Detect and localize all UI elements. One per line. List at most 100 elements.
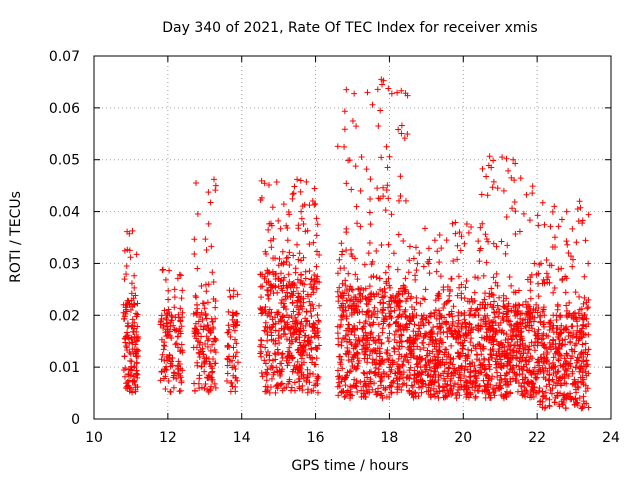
data-point: [306, 352, 313, 359]
data-point: [436, 343, 443, 350]
data-point: [264, 331, 271, 338]
data-point: [488, 351, 495, 358]
data-point: [274, 346, 281, 353]
data-point: [459, 350, 466, 357]
data-point: [312, 344, 319, 351]
data-point: [421, 363, 428, 370]
data-point: [542, 357, 549, 364]
data-point: [394, 323, 401, 330]
data-point: [527, 353, 534, 360]
data-point: [227, 293, 234, 300]
data-point: [371, 380, 378, 387]
data-point: [301, 281, 308, 288]
data-point: [409, 310, 416, 317]
data-point: [163, 314, 170, 321]
data-point: [358, 387, 365, 394]
data-point: [450, 258, 457, 265]
data-point: [133, 353, 140, 360]
data-point: [572, 380, 579, 387]
data-point: [369, 101, 376, 108]
data-point: [579, 341, 586, 348]
data-point: [397, 173, 404, 180]
data-point: [314, 311, 321, 318]
data-point: [493, 350, 500, 357]
y-tick-label: 0.07: [49, 49, 80, 65]
data-point: [478, 334, 485, 341]
data-point: [280, 300, 287, 307]
data-point: [466, 374, 473, 381]
data-point: [311, 333, 318, 340]
data-point: [129, 389, 136, 396]
data-point: [176, 361, 183, 368]
data-point: [447, 387, 454, 394]
data-point: [423, 330, 430, 337]
data-point: [212, 182, 219, 189]
data-point: [134, 323, 141, 330]
data-point: [296, 250, 303, 257]
data-point: [512, 231, 519, 238]
data-point: [496, 294, 503, 301]
data-point: [516, 371, 523, 378]
data-point: [416, 250, 423, 257]
data-point: [288, 387, 295, 394]
data-point: [343, 338, 350, 345]
data-point: [357, 223, 364, 230]
data-point: [531, 260, 538, 267]
data-point: [436, 259, 443, 266]
data-point: [549, 208, 556, 215]
data-point: [173, 340, 180, 347]
data-point: [515, 301, 522, 308]
data-point: [160, 266, 167, 273]
data-point: [304, 317, 311, 324]
data-point: [380, 293, 387, 300]
data-point: [202, 310, 209, 317]
data-point: [203, 288, 210, 295]
data-point: [268, 284, 275, 291]
data-point: [476, 341, 483, 348]
data-point: [402, 286, 409, 293]
data-point: [288, 313, 295, 320]
data-point: [279, 355, 286, 362]
data-point: [206, 387, 213, 394]
data-point: [546, 262, 553, 269]
data-point: [477, 342, 484, 349]
data-point: [302, 228, 309, 235]
data-point: [410, 394, 417, 401]
data-point: [120, 316, 127, 323]
data-point: [353, 203, 360, 210]
data-point: [573, 400, 580, 407]
data-point: [435, 293, 442, 300]
data-point: [302, 268, 309, 275]
data-point: [484, 192, 491, 199]
y-tick-label: 0.06: [49, 101, 80, 117]
data-point: [166, 356, 173, 363]
x-tick-label: 18: [381, 430, 399, 446]
data-point: [417, 319, 424, 326]
data-point: [381, 285, 388, 292]
data-point: [546, 377, 553, 384]
data-point: [312, 382, 319, 389]
data-point: [468, 305, 475, 312]
data-point: [583, 357, 590, 364]
data-point: [310, 239, 317, 246]
data-point: [427, 313, 434, 320]
data-point: [448, 330, 455, 337]
data-point: [568, 346, 575, 353]
data-point: [342, 307, 349, 314]
data-point: [297, 296, 304, 303]
data-point: [362, 329, 369, 336]
data-point: [204, 386, 211, 393]
data-point: [334, 367, 341, 374]
data-point: [294, 347, 301, 354]
data-point: [372, 310, 379, 317]
data-point: [464, 366, 471, 373]
data-point: [490, 157, 497, 164]
data-point: [502, 250, 509, 257]
data-point: [365, 296, 372, 303]
data-point: [440, 284, 447, 291]
data-point: [551, 399, 558, 406]
y-axis: 0 0.01 0.02 0.03 0.04 0.05 0.06 0.07: [49, 49, 611, 428]
data-point: [520, 316, 527, 323]
data-point: [506, 359, 513, 366]
data-point: [441, 387, 448, 394]
